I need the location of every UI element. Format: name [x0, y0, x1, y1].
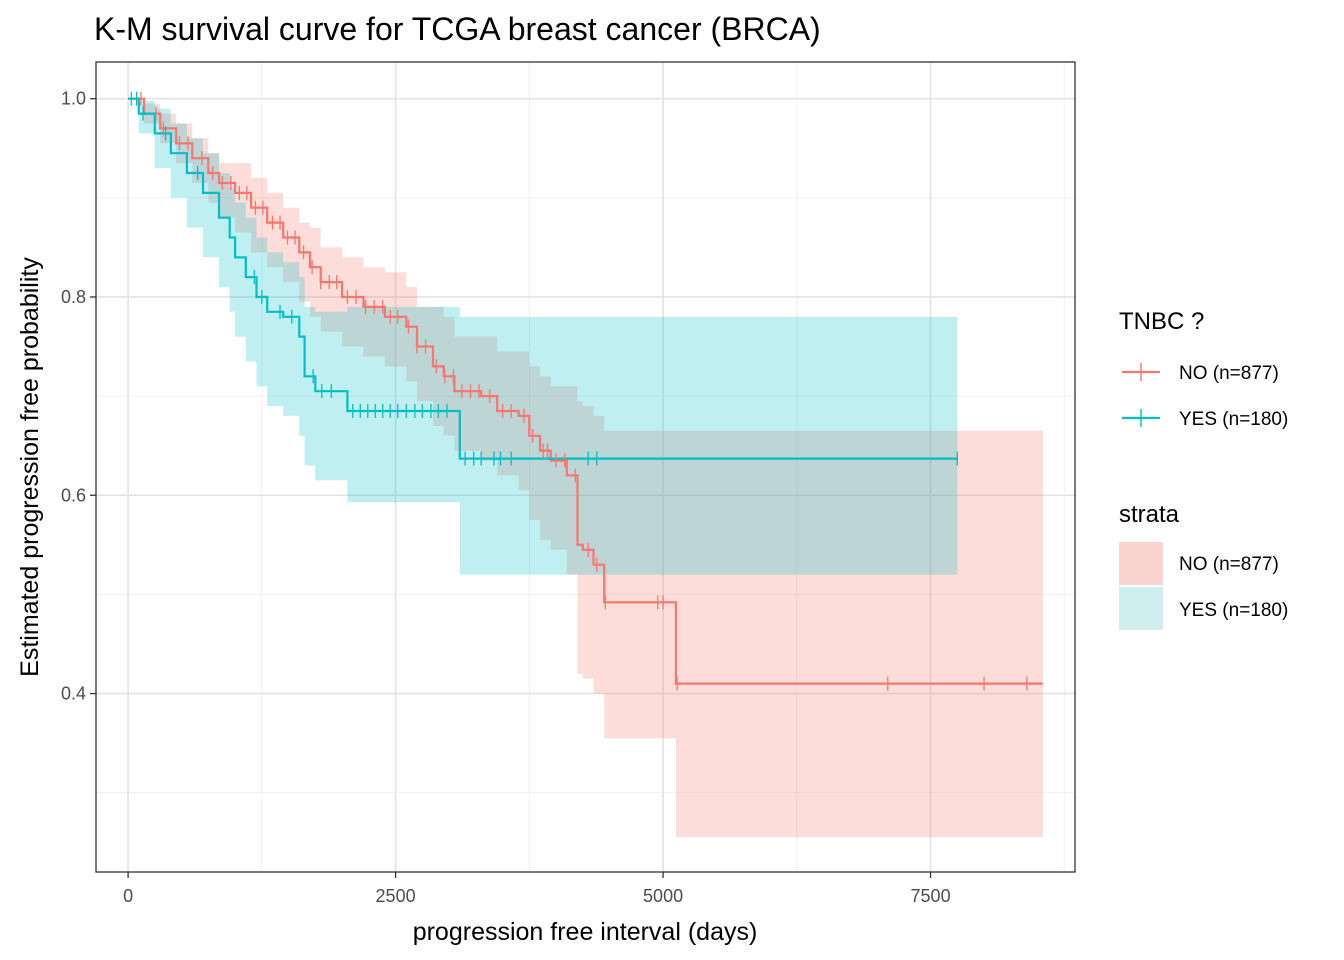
ci-ribbon-0 [128, 98, 1043, 838]
legend-fill-label-yes: YES (n=180) [1179, 600, 1288, 621]
survival-curves [128, 97, 1043, 685]
x-axis-title: progression free interval (days) [413, 918, 758, 946]
confidence-ribbons [128, 98, 1043, 838]
legend-fill-title: strata [1119, 501, 1180, 528]
y-axis-title: Estimated progression free probability [16, 257, 44, 677]
chart-title: K-M survival curve for TCGA breast cance… [94, 11, 821, 47]
plot-area [95, 61, 1076, 873]
y-tick-label: 0.6 [61, 485, 86, 505]
legend-fill-key-no [1119, 542, 1163, 585]
censor-marks [130, 91, 1028, 691]
y-tick-label: 1.0 [61, 89, 86, 109]
legend-line-title: TNBC ? [1119, 308, 1204, 335]
x-axis: 0 2500 5000 7500 [123, 872, 951, 906]
survival-line-0 [128, 97, 1043, 685]
legend-line-label-no: NO (n=877) [1179, 363, 1279, 384]
x-tick-label: 7500 [911, 886, 951, 906]
y-tick-label: 0.8 [61, 287, 86, 307]
survival-line-1 [128, 97, 958, 460]
legend-fill-label-no: NO (n=877) [1179, 554, 1279, 575]
legend-fill: strata NO (n=877) YES (n=180) [1119, 501, 1288, 630]
x-tick-label: 2500 [376, 886, 416, 906]
plot-background [96, 62, 1075, 872]
plot-border [95, 61, 1076, 873]
legend-line-label-yes: YES (n=180) [1179, 409, 1288, 430]
legend-fill-key-yes [1119, 587, 1163, 630]
y-axis: 0.4 0.6 0.8 1.0 [61, 89, 96, 704]
grid-major [96, 62, 1075, 872]
y-tick-label: 0.4 [61, 684, 86, 704]
grid-minor [96, 62, 1075, 872]
legend-line: TNBC ? NO (n=877) YES (n=180) [1119, 308, 1288, 430]
x-tick-label: 0 [123, 886, 133, 906]
ci-ribbon-1 [128, 98, 958, 575]
x-tick-label: 5000 [643, 886, 683, 906]
